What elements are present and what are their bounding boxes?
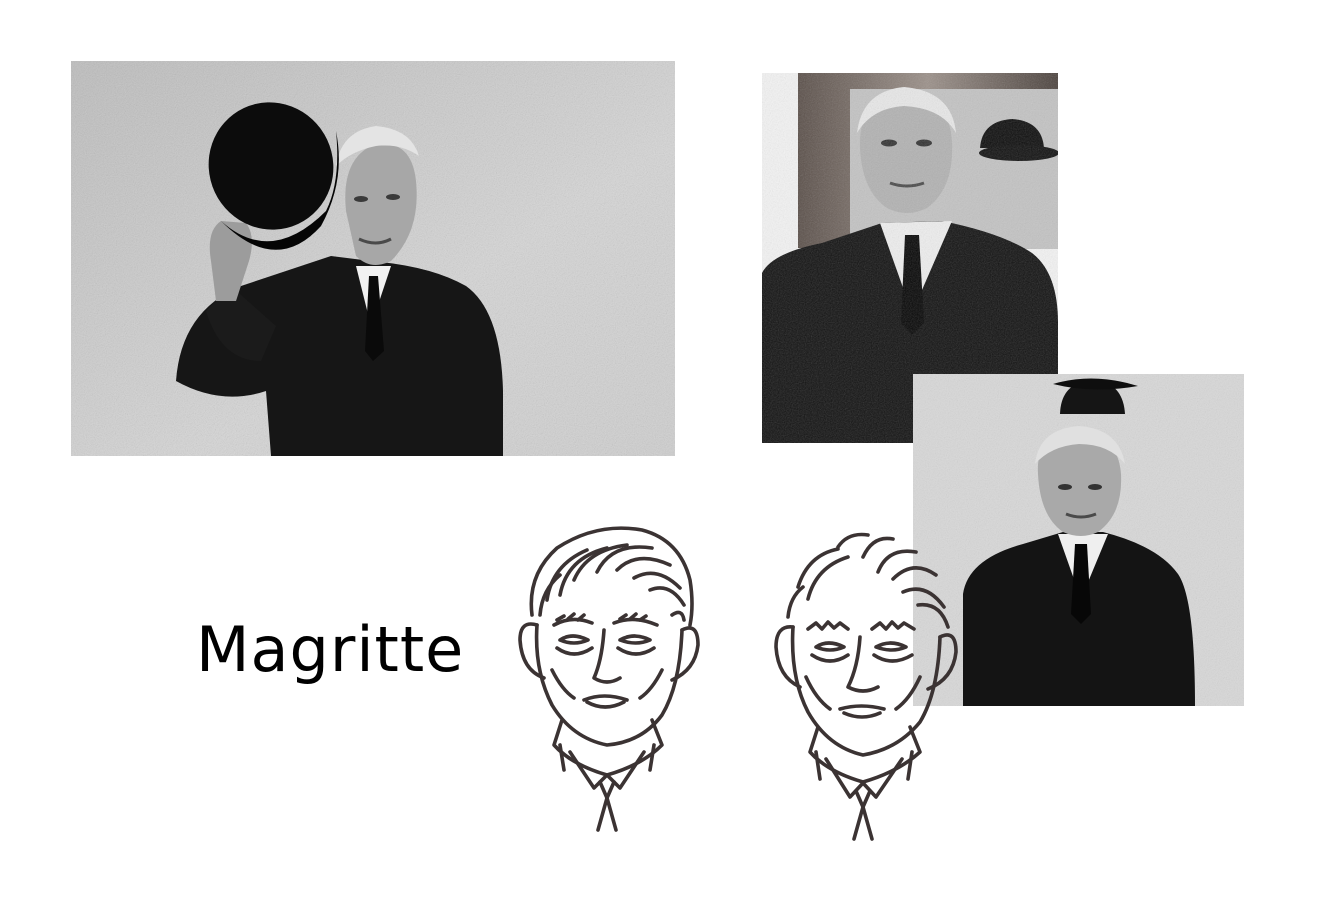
photo-frame-image <box>762 73 1058 443</box>
sketch-variant-drawing <box>774 532 958 841</box>
sketch-variant <box>768 527 958 842</box>
photo-frame <box>762 73 1058 443</box>
photo-wall-image <box>913 374 1244 706</box>
title-text: Magritte <box>196 613 465 686</box>
sketch-front-drawing <box>518 526 700 832</box>
photo-bowler-tip-image <box>71 61 675 456</box>
photo-bowler-tip <box>71 61 675 456</box>
photo-wall <box>913 374 1244 706</box>
sketch-front <box>512 520 702 835</box>
